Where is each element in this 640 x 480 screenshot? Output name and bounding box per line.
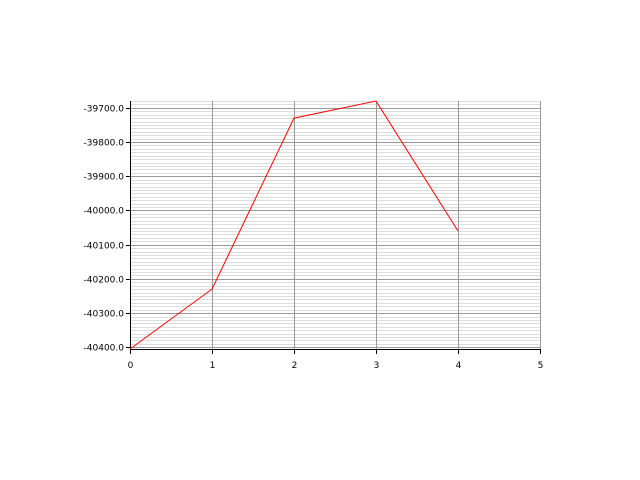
axes <box>130 101 541 350</box>
x-axis-ticks: 0 1 2 3 4 5 <box>128 349 544 371</box>
y-tick-label: -39700.0 <box>84 105 125 115</box>
y-tick-label: -40200.0 <box>84 276 125 286</box>
x-tick-label: 3 <box>374 361 380 371</box>
y-tick-label: -39900.0 <box>84 173 125 183</box>
major-grid <box>130 101 541 349</box>
minor-grid <box>130 101 540 348</box>
y-tick-label: -40300.0 <box>84 310 125 320</box>
y-axis-ticks: -40400.0 -40300.0 -40200.0 -40100.0 -40000.0… <box>84 105 130 354</box>
y-tick-label: -39800.0 <box>84 139 125 149</box>
x-tick-label: 1 <box>210 361 216 371</box>
x-tick-label: 2 <box>292 361 298 371</box>
y-tick-label: -40100.0 <box>84 242 125 252</box>
series-layer <box>129 100 459 350</box>
x-tick-label: 0 <box>128 361 134 371</box>
x-tick-label: 5 <box>538 361 544 371</box>
x-tick-label: 4 <box>456 361 462 371</box>
y-tick-label: -40000.0 <box>84 207 125 217</box>
y-tick-label: -40400.0 <box>84 344 125 354</box>
